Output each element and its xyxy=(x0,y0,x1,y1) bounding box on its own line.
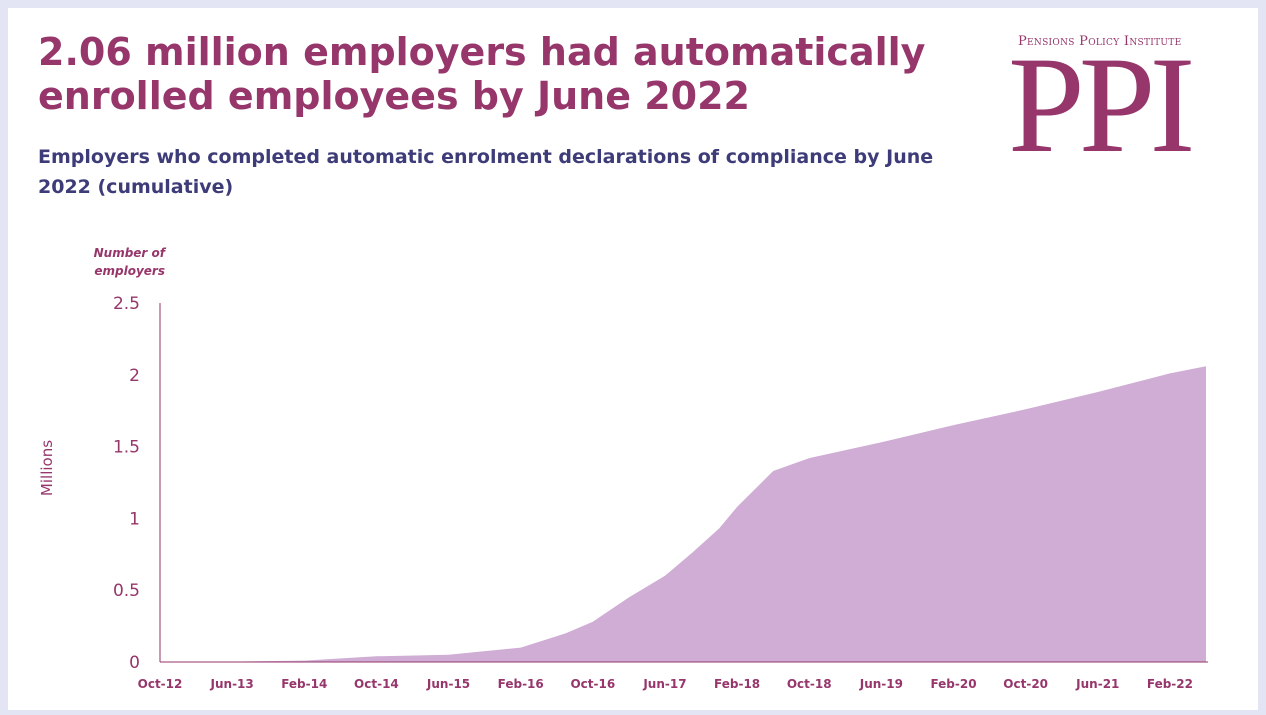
x-tick-label: Feb-14 xyxy=(281,677,327,691)
y-tick-label: 0 xyxy=(129,653,140,673)
x-tick-label: Feb-18 xyxy=(714,677,760,691)
x-tick-label: Jun-21 xyxy=(1075,677,1119,691)
x-tick-label: Oct-16 xyxy=(570,677,615,691)
x-tick-label: Jun-15 xyxy=(426,677,470,691)
x-tick-label: Oct-12 xyxy=(138,677,183,691)
x-tick-label: Feb-22 xyxy=(1147,677,1193,691)
y-tick-label: 1.5 xyxy=(113,438,140,458)
area-series xyxy=(160,366,1206,662)
y-tick-label: 2 xyxy=(129,366,140,386)
y-axis-title: Millions xyxy=(38,440,56,496)
x-tick-label: Jun-17 xyxy=(642,677,686,691)
x-tick-label: Feb-16 xyxy=(498,677,544,691)
y-tick-label: 0.5 xyxy=(113,581,140,601)
x-tick-label: Jun-19 xyxy=(859,677,903,691)
logo-main-text: PPI xyxy=(1008,28,1195,181)
x-tick-label: Feb-20 xyxy=(930,677,976,691)
x-tick-label: Oct-14 xyxy=(354,677,399,691)
y-unit-label-line2: employers xyxy=(94,264,165,278)
x-tick-label: Oct-18 xyxy=(787,677,832,691)
y-tick-label: 1 xyxy=(129,509,140,529)
page-title: 2.06 million employers had automatically… xyxy=(38,30,926,118)
ppi-logo: Pensions Policy Institute PPI xyxy=(998,30,1238,174)
y-unit-label-line1: Number of xyxy=(94,246,167,260)
x-tick-label: Jun-13 xyxy=(210,677,254,691)
y-tick-label: 2.5 xyxy=(113,294,140,314)
logo-top-text: Pensions Policy Institute xyxy=(1018,34,1182,49)
chart-subtitle: Employers who completed automatic enrolm… xyxy=(38,146,934,198)
slide: 2.06 million employers had automatically… xyxy=(8,8,1258,710)
x-tick-label: Oct-20 xyxy=(1003,677,1048,691)
